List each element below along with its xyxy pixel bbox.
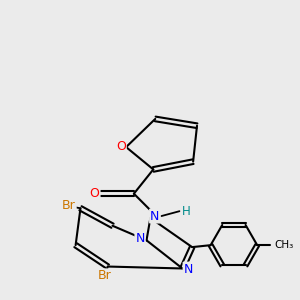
Text: Br: Br bbox=[98, 269, 112, 282]
Text: N: N bbox=[150, 209, 159, 223]
Text: CH₃: CH₃ bbox=[275, 240, 294, 250]
Text: N: N bbox=[184, 262, 193, 276]
Text: O: O bbox=[116, 140, 126, 153]
Text: Br: Br bbox=[62, 200, 76, 212]
Text: O: O bbox=[90, 187, 100, 200]
Text: N: N bbox=[135, 232, 145, 245]
Text: H: H bbox=[182, 205, 190, 218]
